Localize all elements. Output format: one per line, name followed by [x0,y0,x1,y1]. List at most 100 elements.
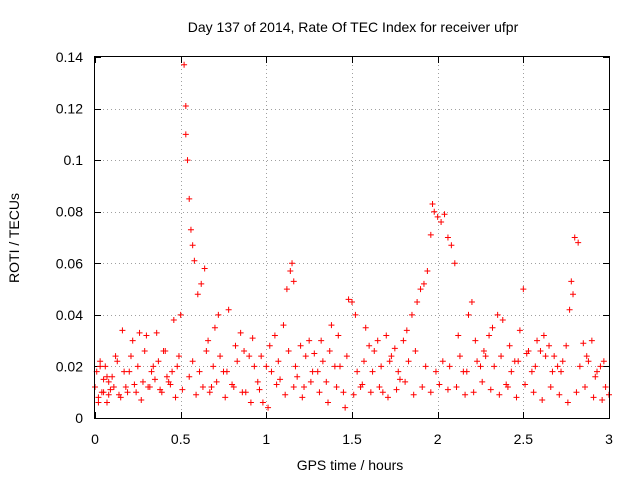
data-point [590,394,597,401]
data-point [378,363,385,370]
data-point [234,358,241,365]
data-point [230,384,237,391]
data-point [474,358,481,365]
data-point [580,340,587,347]
data-point [297,342,304,349]
data-point [292,363,299,370]
data-point [453,384,460,391]
data-point [451,260,458,267]
data-point [575,239,582,246]
data-point [95,394,102,401]
x-axis-title: GPS time / hours [297,457,404,473]
data-point [306,337,313,344]
data-point [165,378,172,385]
data-point [307,378,314,385]
data-point [422,363,429,370]
data-point [256,386,263,393]
x-tick-label: 1 [262,431,270,447]
data-point [391,345,398,352]
data-point [486,332,493,339]
data-point [439,358,446,365]
data-point [301,384,308,391]
data-point [129,337,136,344]
data-point [186,195,193,202]
data-point [102,363,109,370]
data-point [151,376,158,383]
data-point [371,347,378,354]
data-point [585,358,592,365]
data-point [367,389,374,396]
grid-lines [95,57,609,418]
data-point [480,347,487,354]
data-point [100,376,107,383]
data-point [516,327,523,334]
y-tick-label: 0.1 [64,152,84,168]
data-point [143,332,150,339]
data-point [105,378,112,385]
data-point [150,363,157,370]
data-point [333,384,340,391]
y-tick-label: 0 [75,410,83,426]
data-point [600,358,607,365]
y-tick-label: 0.04 [56,307,83,323]
data-point [528,368,535,375]
data-point [189,358,196,365]
data-point [352,311,359,318]
y-tick-labels: 0 0.02 0.04 0.06 0.08 0.1 0.12 0.14 [56,49,83,426]
data-point [335,332,342,339]
data-point [446,363,453,370]
data-point [546,342,553,349]
data-point [570,291,577,298]
data-point [258,353,265,360]
data-point [429,200,436,207]
data-point [424,268,431,275]
data-point [299,394,306,401]
data-point [556,391,563,398]
data-point [191,257,198,264]
data-point [325,399,332,406]
data-point [177,311,184,318]
data-point [254,378,261,385]
data-point [289,260,296,267]
data-point [444,386,451,393]
data-point [302,353,309,360]
data-point [208,384,215,391]
data-point [498,353,505,360]
data-point [549,368,556,375]
data-point [124,389,131,396]
data-point [345,296,352,303]
data-point [374,337,381,344]
data-point [141,347,148,354]
data-point [241,347,248,354]
data-point [206,389,213,396]
data-point [456,353,463,360]
data-point [193,391,200,398]
data-point [268,368,275,375]
data-point [309,368,316,375]
plot-frame [94,56,610,419]
data-point [563,342,570,349]
data-point [342,404,349,411]
data-point [119,327,126,334]
data-point [468,298,475,305]
data-points [92,61,612,411]
data-point [360,358,367,365]
data-point [179,386,186,393]
data-point [232,342,239,349]
data-point [576,363,583,370]
x-tick-label: 0 [91,431,99,447]
data-point [127,353,134,360]
data-point [205,337,212,344]
data-point [496,391,503,398]
data-point [379,389,386,396]
data-point [343,353,350,360]
data-point [326,347,333,354]
data-point [155,358,162,365]
data-point [427,389,434,396]
data-point [290,278,297,285]
data-point [110,384,117,391]
data-point [117,394,124,401]
data-point [359,381,366,388]
data-point [103,399,110,406]
data-point [465,311,472,318]
